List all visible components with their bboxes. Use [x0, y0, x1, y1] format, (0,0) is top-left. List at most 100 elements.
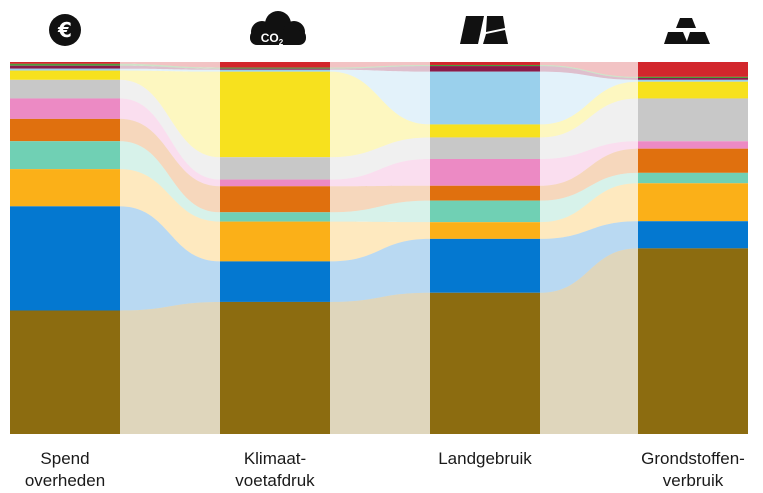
bar-segment [638, 79, 748, 82]
flow-band [120, 63, 220, 69]
flow-band [120, 141, 220, 222]
flow-band [540, 248, 638, 434]
co2-cloud-icon: CO2 [250, 11, 306, 47]
flow-band [120, 62, 220, 68]
bar-segment [638, 141, 748, 149]
flow-band [330, 158, 430, 187]
flow-band [330, 64, 430, 69]
column-label-line: Spend [40, 449, 89, 468]
bar-segment [430, 64, 540, 67]
bar-segment [10, 118, 120, 142]
bar-segment [430, 222, 540, 239]
bar-segment [220, 157, 330, 180]
bar-segment [10, 98, 120, 119]
column-label-line: verbruik [663, 471, 724, 490]
column-labels: Spend overheden Klimaat-voetafdruk Landgebr… [25, 449, 745, 490]
flow-band [330, 292, 430, 434]
bar-segment [430, 66, 540, 72]
bar-segment [220, 301, 330, 434]
bar-segment [10, 63, 120, 66]
bar-segment [220, 62, 330, 68]
land-parcel-icon [460, 16, 508, 44]
flow-band [540, 98, 638, 159]
flow-band [330, 137, 430, 180]
flow-band [330, 62, 430, 68]
bar-segment [638, 81, 748, 99]
bar-segment [220, 261, 330, 302]
bar-segment [430, 185, 540, 201]
svg-text:CO2: CO2 [261, 31, 284, 47]
bar-segment [638, 98, 748, 142]
flow-band [120, 70, 220, 158]
column-label-line: Landgebruik [438, 449, 532, 468]
flow-band [330, 66, 430, 72]
bar-segment [10, 169, 120, 207]
stacked-bars-icon [664, 18, 710, 44]
column-label: Landgebruik [438, 449, 532, 468]
flow-band [330, 71, 430, 158]
flow-band [540, 183, 638, 239]
bar-segment [220, 212, 330, 222]
column-label-line: Klimaat- [244, 449, 306, 468]
bar-segment [10, 62, 120, 64]
bar-segment [10, 79, 120, 99]
bar-segment [220, 71, 330, 158]
flow-band [120, 79, 220, 180]
bar-segment [220, 221, 330, 262]
flow-band [120, 68, 220, 72]
bar-segment [10, 65, 120, 69]
flow-bands [120, 62, 638, 434]
bar-segment [220, 186, 330, 213]
bar-segment [638, 76, 748, 78]
bar-segment [638, 183, 748, 222]
bar-segment [430, 292, 540, 434]
bar-segment [10, 310, 120, 434]
column-label-line: Grondstoffen- [641, 449, 745, 468]
flow-band [120, 206, 220, 311]
flow-band [330, 69, 430, 125]
bar-segment [430, 158, 540, 186]
bar-segment [638, 248, 748, 434]
bar-segment [220, 179, 330, 187]
bar-segment [638, 148, 748, 173]
flow-band [540, 221, 638, 293]
bar-segment [10, 70, 120, 80]
flow-band [540, 71, 638, 125]
column-label: Grondstoffen-verbruik [641, 449, 745, 490]
column-label-line: voetafdruk [235, 471, 315, 490]
svg-text:€: € [57, 18, 72, 42]
column-label-line: overheden [25, 471, 105, 490]
flow-band [330, 185, 430, 213]
bar-segment [430, 200, 540, 223]
flow-band [540, 148, 638, 201]
flow-band [330, 200, 430, 223]
bar-segment [430, 238, 540, 293]
column-bars [10, 62, 748, 434]
flow-band [540, 141, 638, 186]
bar-segment [430, 71, 540, 125]
flow-band [540, 64, 638, 78]
bar-segment [220, 67, 330, 69]
flow-band [120, 169, 220, 262]
co2-text: CO [261, 31, 279, 45]
bar-segment [10, 68, 120, 71]
bar-segment [638, 221, 748, 249]
bar-segment [638, 77, 748, 80]
flow-band [540, 62, 638, 77]
flow-band [330, 238, 430, 302]
column-label: Spend overheden [25, 449, 105, 490]
flow-band [120, 98, 220, 187]
bar-segment [220, 69, 330, 72]
bar-segment [430, 62, 540, 65]
flow-band [540, 172, 638, 223]
column-label: Klimaat-voetafdruk [235, 449, 315, 490]
bar-segment [638, 62, 748, 77]
co2-subscript: 2 [279, 38, 284, 47]
flow-band [330, 221, 430, 262]
flow-band [540, 66, 638, 80]
bar-segment [638, 172, 748, 184]
flow-band [120, 65, 220, 70]
bar-segment [10, 206, 120, 311]
bar-segment [430, 124, 540, 138]
